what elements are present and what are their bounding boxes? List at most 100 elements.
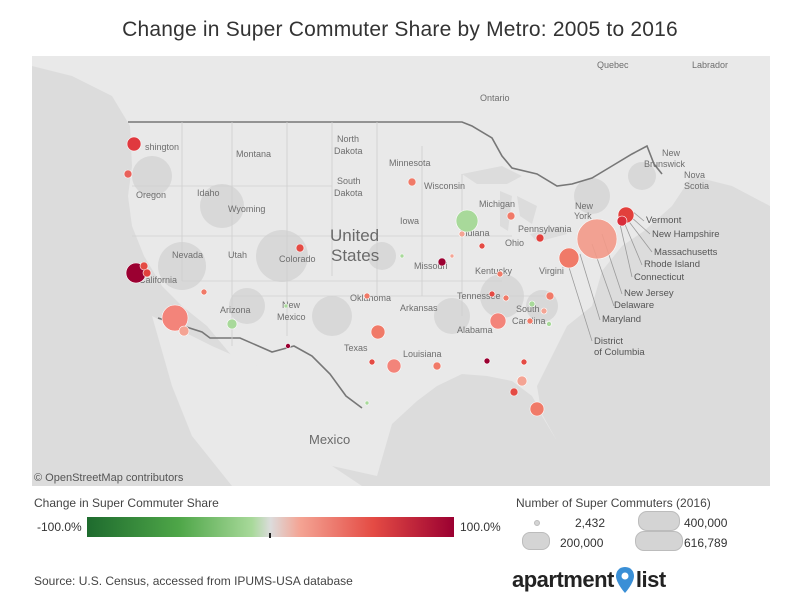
label-indiana: Indiana — [460, 228, 490, 238]
metro-bubble — [520, 358, 528, 366]
map-panel[interactable]: Quebec Labrador Ontario New Brunswick No… — [32, 56, 770, 486]
metro-bubble — [455, 209, 479, 233]
metro-bubble — [496, 270, 504, 278]
metro-bubble — [407, 177, 417, 187]
great-lakes — [462, 166, 567, 242]
label-nova-scotia-2: Scotia — [684, 181, 709, 191]
metro-bubble — [386, 358, 402, 374]
map-pin-icon — [615, 567, 634, 593]
label-michigan: Michigan — [479, 199, 515, 209]
label-south-dakota-2: Dakota — [334, 188, 363, 198]
label-minnesota: Minnesota — [389, 158, 431, 168]
metro-bubble — [526, 317, 534, 325]
metro-bubble — [478, 242, 486, 250]
metro-bubble — [226, 318, 238, 330]
label-pennsylvania: Pennsylvania — [518, 224, 572, 234]
size-legend-value-small: 2,432 — [575, 516, 606, 530]
size-legend-shape-small — [534, 520, 540, 526]
label-north-dakota-1: North — [337, 134, 359, 144]
metro-bubble — [516, 375, 528, 387]
canada-us-border — [128, 121, 663, 187]
metro-bubble — [178, 325, 190, 337]
metro-bubble — [283, 303, 289, 309]
metro-bubble — [126, 136, 142, 152]
label-massachusetts: Massachusetts — [654, 247, 718, 258]
metro-bubble — [449, 253, 455, 259]
label-south-dakota-1: South — [337, 176, 361, 186]
size-legend-shape-200k — [522, 532, 550, 550]
metro-bubble — [506, 211, 516, 221]
label-missouri: Missouri — [414, 261, 448, 271]
label-iowa: Iowa — [400, 216, 419, 226]
label-new-york-2: York — [574, 211, 592, 221]
metro-bubble — [576, 218, 618, 260]
label-north-dakota-2: Dakota — [334, 146, 363, 156]
metro-bubble — [399, 253, 405, 259]
label-ontario: Ontario — [480, 93, 510, 103]
metro-bubble — [488, 290, 496, 298]
label-virginia: Virgini — [539, 266, 564, 276]
brand-logo: apartment list — [512, 566, 666, 594]
metro-bubble — [528, 300, 536, 308]
size-legend-value-max: 616,789 — [684, 536, 728, 550]
label-washington: shington — [145, 142, 179, 152]
metro-bubble — [616, 215, 628, 227]
label-new-brunswick-2: Brunswick — [644, 159, 686, 169]
label-idaho: Idaho — [197, 188, 220, 198]
brand-text-2: list — [635, 567, 666, 592]
label-new-hampshire: New Hampshire — [652, 229, 720, 240]
label-nevada: Nevada — [172, 250, 203, 260]
metro-bubble — [509, 387, 519, 397]
label-dc-1: District — [594, 336, 623, 347]
state-borders — [132, 122, 552, 346]
label-mexico: Mexico — [309, 432, 350, 447]
label-utah: Utah — [228, 250, 247, 260]
source-note: Source: U.S. Census, accessed from IPUMS… — [34, 574, 353, 588]
metro-bubble — [370, 324, 386, 340]
label-labrador: Labrador — [692, 60, 728, 70]
size-legend-value-400k: 400,000 — [684, 516, 728, 530]
metro-bubble — [529, 401, 545, 417]
label-states: States — [331, 246, 379, 265]
metro-bubble — [368, 358, 376, 366]
label-new-york-1: New — [575, 201, 594, 211]
label-ohio: Ohio — [505, 238, 524, 248]
label-alabama: Alabama — [457, 325, 493, 335]
label-arkansas: Arkansas — [400, 303, 438, 313]
metro-bubble — [295, 243, 305, 253]
label-vermont: Vermont — [646, 215, 682, 226]
label-dc-2: of Columbia — [594, 347, 645, 358]
label-wyoming: Wyoming — [228, 204, 265, 214]
metro-bubble — [200, 288, 208, 296]
label-united: United — [330, 226, 379, 245]
chart-title: Change in Super Commuter Share by Metro:… — [122, 18, 678, 41]
label-new-jersey: New Jersey — [624, 288, 674, 299]
metro-bubble — [364, 400, 370, 406]
label-connecticut: Connecticut — [634, 272, 685, 283]
color-legend-title: Change in Super Commuter Share — [34, 496, 219, 510]
map-svg: Quebec Labrador Ontario New Brunswick No… — [32, 56, 770, 486]
label-california: California — [139, 275, 177, 285]
label-delaware: Delaware — [614, 300, 654, 311]
label-quebec: Quebec — [597, 60, 629, 70]
land-mass — [32, 56, 770, 476]
metro-bubble — [432, 361, 442, 371]
metro-bubble — [489, 312, 507, 330]
mexico-land — [152, 316, 362, 486]
label-wisconsin: Wisconsin — [424, 181, 465, 191]
label-colorado: Colorado — [279, 254, 316, 264]
metro-bubble — [363, 292, 371, 300]
label-maryland: Maryland — [602, 314, 641, 325]
metro-bubble — [502, 294, 510, 302]
metro-bubble — [142, 268, 152, 278]
label-montana: Montana — [236, 149, 271, 159]
metro-bubble — [558, 247, 580, 269]
label-tennessee: Tennessee — [457, 291, 501, 301]
brand-text-1: apartment — [512, 567, 614, 592]
metro-bubbles[interactable] — [123, 136, 635, 417]
color-legend-min: -100.0% — [37, 520, 82, 534]
label-nova-scotia-1: Nova — [684, 170, 705, 180]
label-louisiana: Louisiana — [403, 349, 442, 359]
metro-bubble — [540, 307, 548, 315]
label-new-mexico-2: Mexico — [277, 312, 306, 322]
